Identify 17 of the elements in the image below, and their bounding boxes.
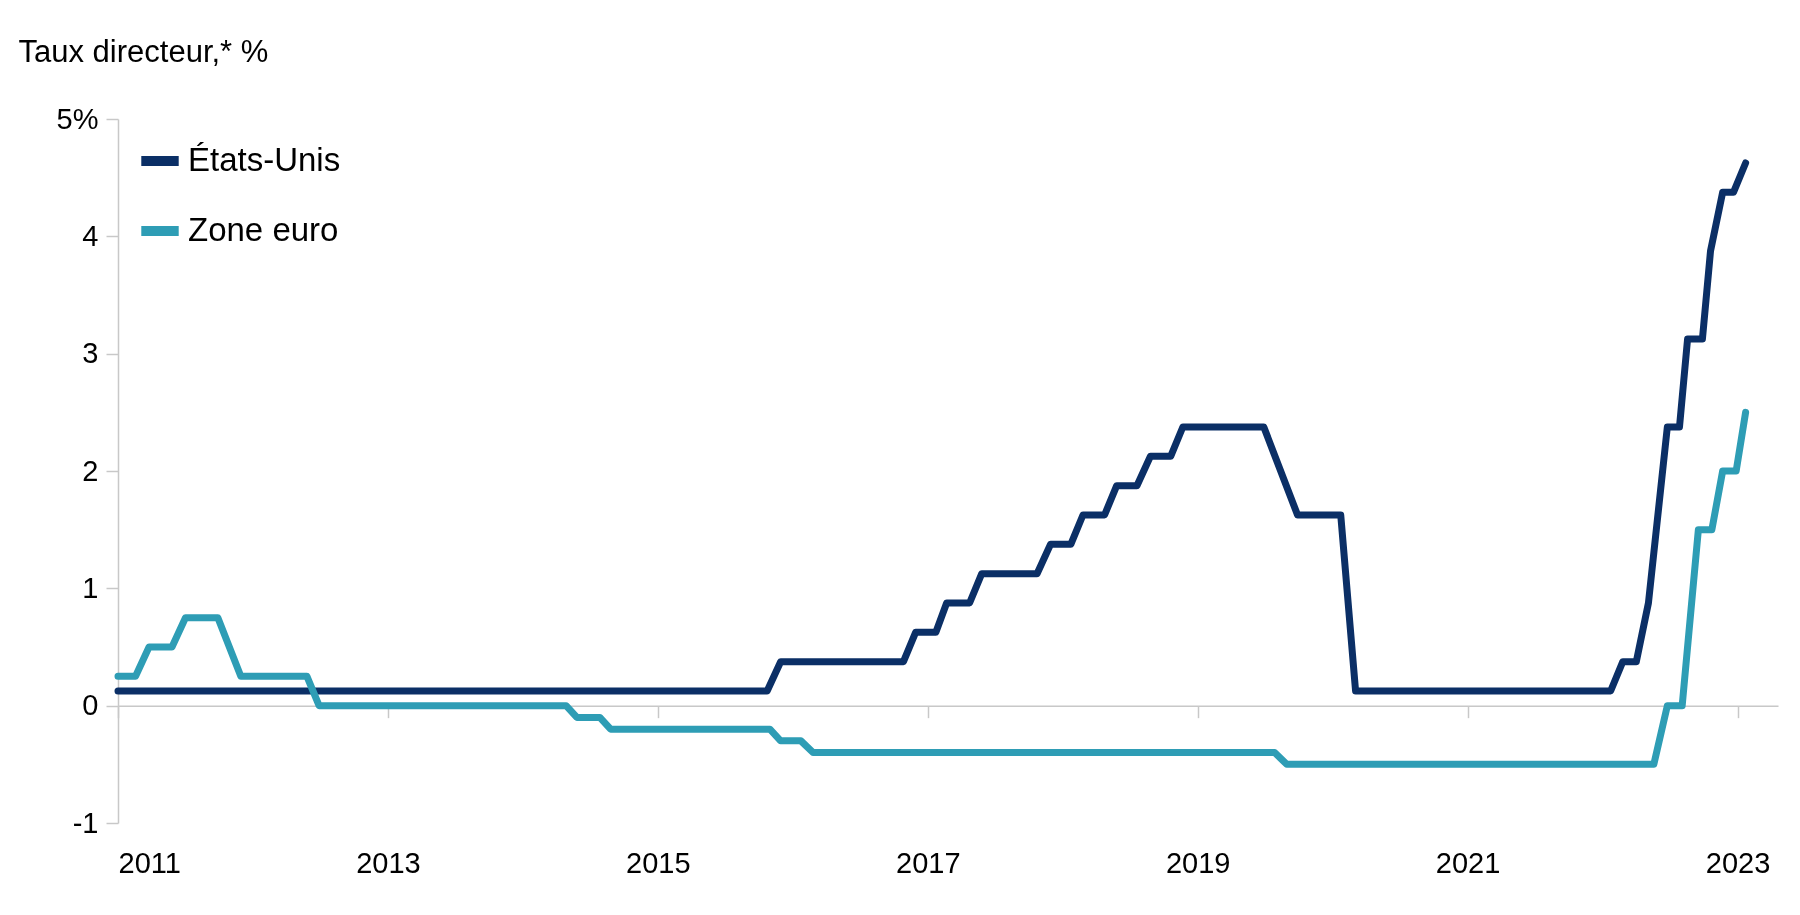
x-tick-label: 2017 — [896, 846, 961, 879]
y-tick-label: 4 — [82, 219, 99, 252]
legend-label: Zone euro — [188, 211, 339, 248]
x-tick-label: 2021 — [1435, 846, 1501, 879]
x-tick-label: 2011 — [118, 846, 181, 879]
x-tick-label: 2023 — [1705, 846, 1771, 879]
x-tick-label: 2019 — [1165, 846, 1231, 879]
x-tick-label: 2013 — [356, 846, 421, 879]
legend-label: États-Unis — [188, 141, 341, 178]
y-tick-label: -1 — [72, 806, 99, 839]
y-tick-label: 1 — [82, 571, 99, 604]
y-tick-label: 2 — [82, 454, 99, 487]
y-axis-title: Taux directeur,* % — [18, 33, 269, 69]
y-tick-label: 5% — [56, 102, 99, 135]
y-tick-label: 3 — [82, 337, 99, 370]
x-tick-label: 2015 — [626, 846, 691, 879]
y-tick-label: 0 — [82, 689, 99, 722]
